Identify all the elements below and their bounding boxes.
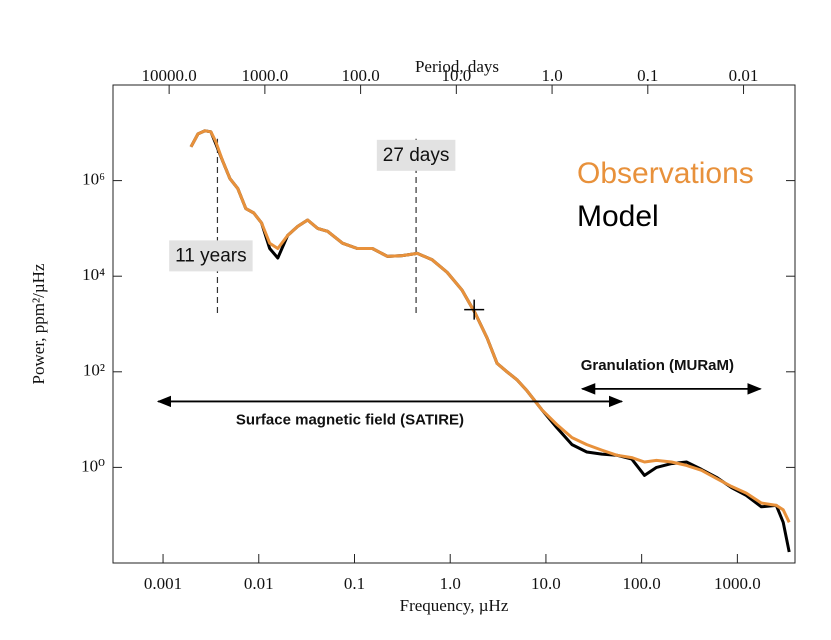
x-tick-label: 0.001 <box>144 574 182 593</box>
arrow-label: Granulation (MURaM) <box>581 357 734 374</box>
x-tick-label: 10.0 <box>531 574 561 593</box>
legend-label: Observations <box>577 157 754 190</box>
y-tick-label: 10² <box>83 361 105 380</box>
x-axis-title: Frequency, µHz <box>400 596 509 615</box>
legend-label: Model <box>577 200 659 233</box>
y-tick-label: 10⁴ <box>82 265 105 284</box>
x-tick-label: 1000.0 <box>714 574 761 593</box>
top-tick-label: 1.0 <box>541 66 562 85</box>
cross-marker <box>464 299 485 320</box>
top-tick-label: 10000.0 <box>142 66 197 85</box>
x-tick-label: 0.1 <box>344 574 365 593</box>
y-tick-label: 10⁶ <box>82 170 105 189</box>
x-tick-label: 100.0 <box>623 574 661 593</box>
arrow-label: Surface magnetic field (SATIRE) <box>236 411 464 428</box>
plot-frame <box>112 84 796 564</box>
top-axis-title: Period, days <box>415 57 499 76</box>
top-tick-label: 10.0 <box>441 66 471 85</box>
series-line <box>189 129 791 523</box>
annotation: 27 days <box>383 145 450 166</box>
x-tick-label: 1.0 <box>440 574 461 593</box>
annotation-box <box>169 240 253 272</box>
top-tick-label: 0.1 <box>637 66 658 85</box>
y-axis-title: Power, ppm²/µHz <box>29 263 48 384</box>
x-tick-label: 0.01 <box>244 574 274 593</box>
y-tick-label: 10⁰ <box>81 456 105 475</box>
annotation-box <box>376 139 456 171</box>
top-tick-label: 100.0 <box>341 66 379 85</box>
annotation: 11 years <box>175 245 246 266</box>
top-tick-label: 1000.0 <box>241 66 288 85</box>
top-tick-label: 0.01 <box>729 66 759 85</box>
